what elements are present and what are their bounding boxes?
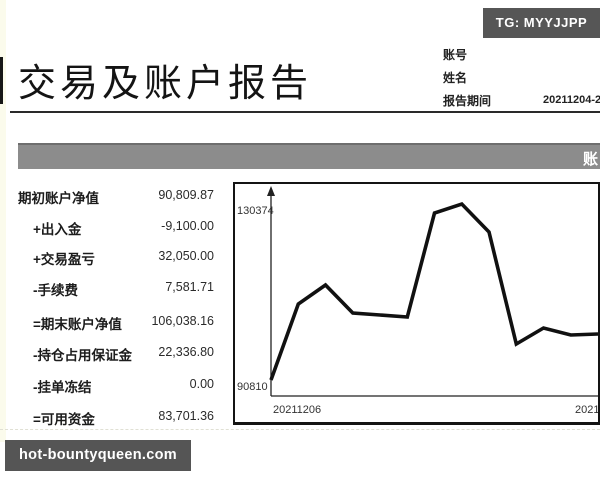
telegram-watermark-badge: TG: MYYJJPP: [483, 8, 600, 38]
equity-line: [269, 201, 598, 381]
summary-row-value: 90,809.87: [158, 188, 214, 202]
summary-row: =期末账户净值 106,038.16: [18, 313, 214, 332]
summary-row-label: +交易盈亏: [33, 252, 95, 267]
y-tick-max: 130374: [237, 205, 274, 217]
summary-row-value: -9,100.00: [161, 219, 214, 233]
account-section-banner: 账: [18, 143, 600, 169]
telegram-watermark-label: TG: MYYJJPP: [495, 15, 588, 30]
header-divider: [10, 111, 600, 113]
page-left-margin-strip: [0, 0, 6, 442]
summary-row-label: =期末账户净值: [33, 317, 122, 332]
site-watermark-label: hot-bountyqueen.com: [19, 447, 177, 463]
summary-row-label: -持仓占用保证金: [33, 348, 132, 363]
account-section-banner-label: 账: [582, 151, 598, 168]
field-account-number: 账号: [443, 46, 600, 69]
page-title: 交易及账户报告: [18, 63, 313, 105]
field-report-period-value: 20211204-2: [543, 94, 600, 106]
summary-row-label: 期初账户净值: [18, 191, 99, 206]
summary-row-value: 106,038.16: [151, 314, 214, 328]
summary-row: +交易盈亏 32,050.00: [18, 248, 214, 267]
summary-row: =可用资金 83,701.36: [18, 408, 214, 427]
summary-row: -挂单冻结 0.00: [18, 376, 214, 395]
summary-row-value: 32,050.00: [158, 249, 214, 263]
summary-row: 期初账户净值 90,809.87: [18, 187, 214, 206]
summary-row-label: -挂单冻结: [33, 380, 92, 395]
field-name-label: 姓名: [443, 71, 468, 85]
summary-row: +出入金 -9,100.00: [18, 218, 214, 237]
summary-row-value: 22,336.80: [158, 345, 214, 359]
site-watermark-badge: hot-bountyqueen.com: [5, 440, 191, 471]
summary-row-value: 83,701.36: [158, 409, 214, 423]
field-report-period-label: 报告期间: [443, 94, 492, 108]
field-report-period: 报告期间 20211204-2: [443, 92, 600, 115]
field-account-number-label: 账号: [443, 48, 468, 62]
equity-curve-chart: 130374 90810 20211206 2021: [233, 182, 600, 425]
summary-row-label: +出入金: [33, 222, 82, 237]
summary-row-value: 0.00: [189, 377, 214, 391]
y-tick-min: 90810: [237, 381, 268, 393]
y-axis-arrow-icon: [267, 186, 275, 196]
equity-chart-svg: 130374 90810 20211206 2021: [237, 186, 598, 416]
page-perforation-line: [0, 429, 600, 430]
x-tick-start: 20211206: [273, 404, 321, 416]
summary-row-label: -手续费: [33, 283, 78, 298]
x-tick-end: 2021: [575, 404, 598, 416]
field-name: 姓名: [443, 69, 600, 92]
summary-row: -手续费 7,581.71: [18, 279, 214, 298]
summary-row: -持仓占用保证金 22,336.80: [18, 344, 214, 363]
summary-row-label: =可用资金: [33, 412, 95, 427]
summary-row-value: 7,581.71: [165, 280, 214, 294]
left-edge-clipped-mark: [0, 57, 3, 104]
header-fields: 账号 姓名 报告期间 20211204-2: [443, 46, 600, 115]
